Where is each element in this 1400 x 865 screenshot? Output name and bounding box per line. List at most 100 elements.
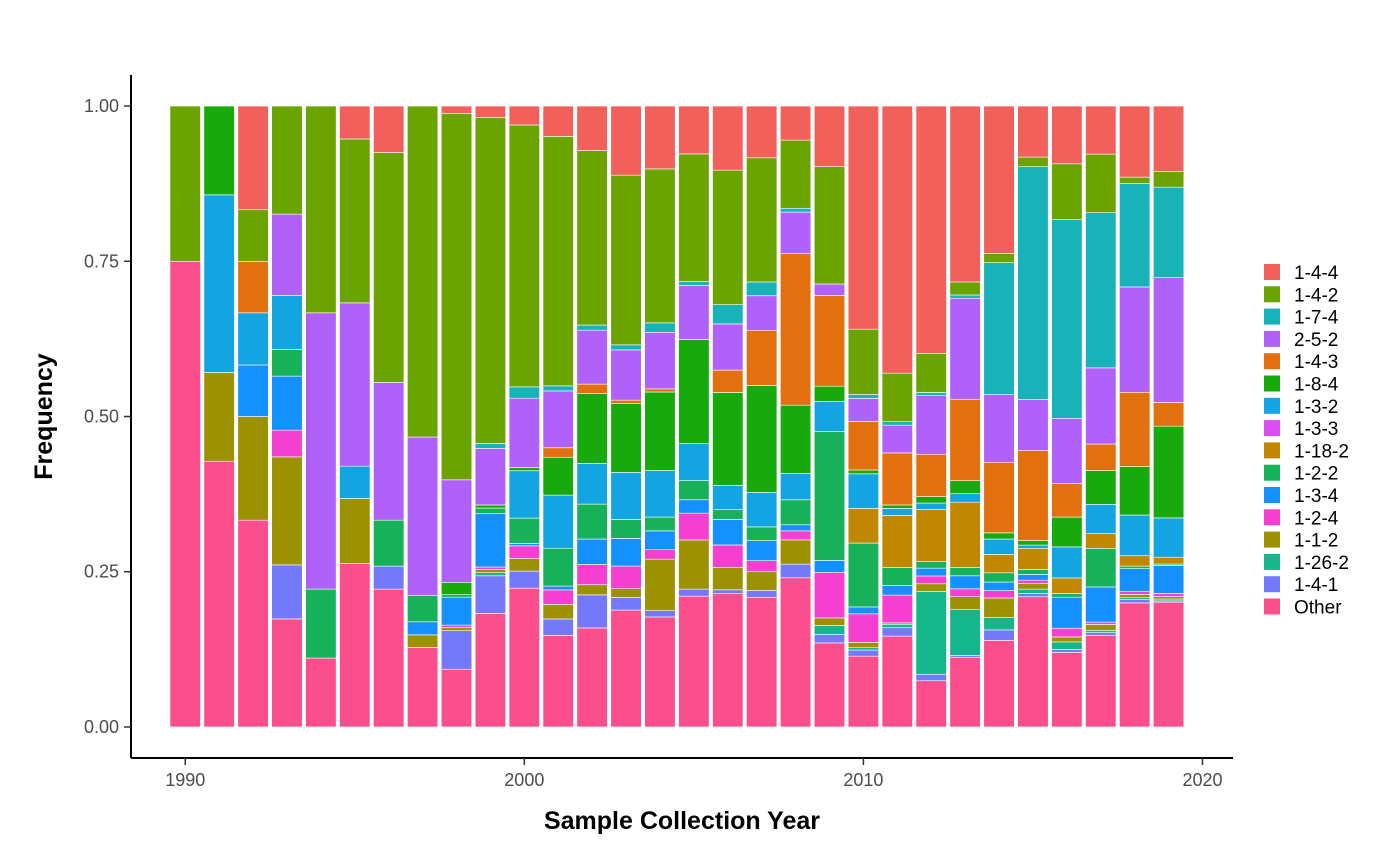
bar-segment-2000-1-3-2 [508,470,540,519]
bar-segment-2012-1-4-4 [915,105,947,354]
bar-segment-1995-1-4-2 [339,138,371,304]
bar-segment-2009-2-5-2 [813,283,846,296]
y-ticks: 0.00 0.25 0.50 0.75 1.00 [84,96,131,737]
bar-segment-1993-1-3-4 [271,375,303,431]
bar-segment-2012-1-2-2 [915,561,947,569]
bar-segment-2002-1-4-3 [576,383,608,394]
bar-segment-2005-1-2-4 [678,512,710,541]
bar-segment-2013-1-2-2 [949,567,981,577]
bar-segment-1993-1-4-2 [271,105,303,215]
bar-segment-2012-1-2-4 [915,575,947,585]
bar-segment-2010-1-3-2 [847,473,879,509]
y-tick-label: 1.00 [84,96,119,116]
bar-segment-2019-1-4-3 [1153,402,1185,427]
legend-label-1-2-4: 1-2-4 [1294,508,1339,529]
bar-segment-1999-1-2-2 [474,507,506,515]
bar-segment-2001-2-5-2 [542,390,574,449]
legend-label-1-2-2: 1-2-2 [1294,464,1338,485]
bar-segment-2015-1-3-2 [1017,544,1049,549]
bar-segment-2004-2-5-2 [644,331,676,390]
bar-segment-2017-2-5-2 [1085,367,1117,445]
bar-segment-2014-1-4-1 [983,629,1015,641]
bar-segment-1996-1-4-2 [373,152,405,383]
bar-segment-2010-1-1-2 [847,642,879,649]
bar-segment-2017-1-26-2 [1085,629,1117,633]
bar-segment-1997-2-5-2 [407,436,439,596]
bar-segment-2008-1-1-2 [780,539,812,565]
bar-segment-2014-1-4-2 [983,253,1015,263]
bar-segment-2006-1-4-2 [712,169,744,305]
bar-segment-1999-1-4-4 [474,105,506,118]
bar-segment-2001-1-4-2 [542,136,574,387]
bar-segment-2005-1-3-2 [678,443,710,481]
x-axis-title: Sample Collection Year [544,807,820,835]
bar-segment-2014-1-1-2 [983,597,1015,618]
bar-segment-2006-Other [712,593,744,728]
bar-segment-2005-1-8-4 [678,339,710,444]
bar-segment-2018-1-2-4 [1119,590,1151,595]
bar-segment-1995-1-4-4 [339,105,371,140]
bar-segment-2007-1-4-2 [746,157,778,283]
bar-segment-2016-1-1-2 [1051,636,1083,643]
bar-segment-1998-1-2-2 [440,594,473,598]
bar-segment-2000-1-1-2 [508,558,540,572]
bar-segment-2004-1-4-1 [644,610,676,618]
bar-segment-2011-1-2-4 [881,594,913,624]
bar-segment-2014-1-7-4 [983,262,1015,395]
bar-segment-2005-Other [678,595,710,728]
bar-segment-2004-1-2-2 [644,516,676,532]
bar-segment-1994-Other [305,657,337,728]
bar-segment-2003-1-1-2 [610,588,642,598]
bar-segment-2015-1-1-2 [1017,583,1049,590]
bar-segment-2019-1-7-4 [1153,186,1185,278]
bar-segment-2000-1-2-2 [508,517,540,544]
bar-segment-1997-Other [407,647,439,728]
bar-segment-2014-1-2-4 [983,590,1015,599]
bar-segment-1995-Other [339,563,371,728]
bar-segment-2013-1-3-2 [949,493,981,503]
bar-segment-2002-1-2-4 [576,564,608,586]
bar-segment-2016-2-5-2 [1051,418,1083,484]
bar-segment-1999-1-4-2 [474,117,506,444]
bar-segment-2002-1-1-2 [576,584,608,596]
bar-segment-2002-1-4-4 [576,105,608,151]
bar-segment-2017-1-2-2 [1085,547,1117,588]
bar-segment-2007-1-4-3 [746,329,778,386]
bar-segment-1993-1-2-4 [271,429,303,458]
bar-segment-2000-1-8-4 [508,467,540,472]
bar-segment-1997-1-4-2 [407,105,439,438]
legend-swatch-1-4-4 [1264,264,1280,280]
bar-segment-2003-1-4-4 [610,105,642,176]
bar-segment-2017-1-1-2 [1085,624,1117,631]
bar-segment-2000-1-3-4 [508,543,540,547]
bar-segment-2016-Other [1051,652,1083,728]
bar-segment-2011-1-4-4 [881,105,913,374]
bar-segment-1999-1-4-1 [474,575,506,614]
bar-segment-1998-1-1-2 [440,627,473,632]
legend-label-1-26-2: 1-26-2 [1294,553,1349,574]
legend-swatch-1-4-3 [1264,353,1280,370]
legend-swatch-1-4-1 [1264,576,1280,593]
bar-segment-2009-1-4-3 [813,295,846,387]
bar-segment-2011-1-26-2 [881,623,913,629]
bar-segment-2011-1-4-2 [881,372,913,423]
bar-segment-2001-1-4-3 [542,447,574,458]
bar-segment-2016-1-3-2 [1051,546,1083,579]
bar-segment-2002-1-4-2 [576,150,608,326]
bar-segment-2019-1-8-4 [1153,425,1185,519]
legend-label-1-1-2: 1-1-2 [1294,531,1338,552]
bar-segment-2009-1-2-2 [813,431,846,561]
bar-segment-2004-1-8-4 [644,391,676,471]
bar-segment-2005-1-4-1 [678,588,710,597]
bar-segment-2004-Other [644,616,676,728]
bar-segment-2014-1-4-4 [983,105,1015,254]
bar-segment-1994-2-5-2 [305,312,337,590]
legend-swatch-1-3-3 [1264,420,1280,437]
bar-segment-2014-1-18-2 [983,554,1015,574]
bar-segment-2018-1-2-2 [1119,565,1151,569]
bar-segment-1995-1-3-2 [339,465,371,499]
x-ticks: 1990 2000 2010 2020 [165,758,1223,790]
bar-segment-2017-1-4-3 [1085,443,1117,471]
bar-segment-1998-1-4-4 [440,105,473,114]
bar-segment-1993-2-5-2 [271,213,303,296]
